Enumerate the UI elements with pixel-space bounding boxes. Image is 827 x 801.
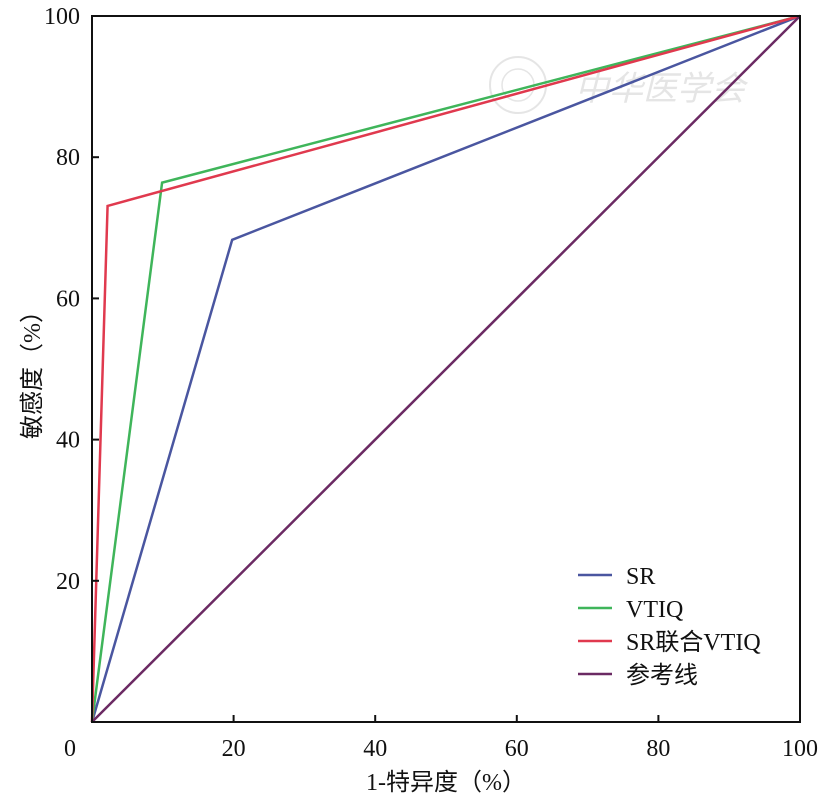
x-axis-label: 1-特异度（%） [366,769,526,796]
x-tick-label: 0 [64,736,76,762]
x-tick-label: 80 [646,736,670,762]
y-axis-label: 敏感度（%） [19,299,46,439]
x-tick-label: 100 [782,736,818,762]
y-tick-label: 100 [44,4,80,30]
x-tick-label: 40 [363,736,387,762]
legend-label-0: SR [626,564,655,590]
svg-text:中华医学会: 中华医学会 [575,71,749,108]
x-tick-label: 60 [505,736,529,762]
watermark-logo: 中华医学会 [489,56,749,114]
legend: SR VTIQ SR联合VTIQ 参考线 [578,564,761,689]
y-tick-label: 80 [56,145,80,171]
x-tick-label: 20 [222,736,246,762]
series-line-1 [90,14,801,723]
y-tick-label: 20 [56,569,80,595]
plot-frame [91,15,801,723]
series-line-3 [91,15,801,723]
series-line-2 [90,14,801,723]
legend-label-2: SR联合VTIQ [626,629,761,656]
y-tick-label: 60 [56,286,80,312]
y-tick-label: 40 [56,428,80,454]
legend-label-3: 参考线 [626,662,698,689]
legend-label-1: VTIQ [626,597,683,623]
series-line-0 [90,14,801,723]
